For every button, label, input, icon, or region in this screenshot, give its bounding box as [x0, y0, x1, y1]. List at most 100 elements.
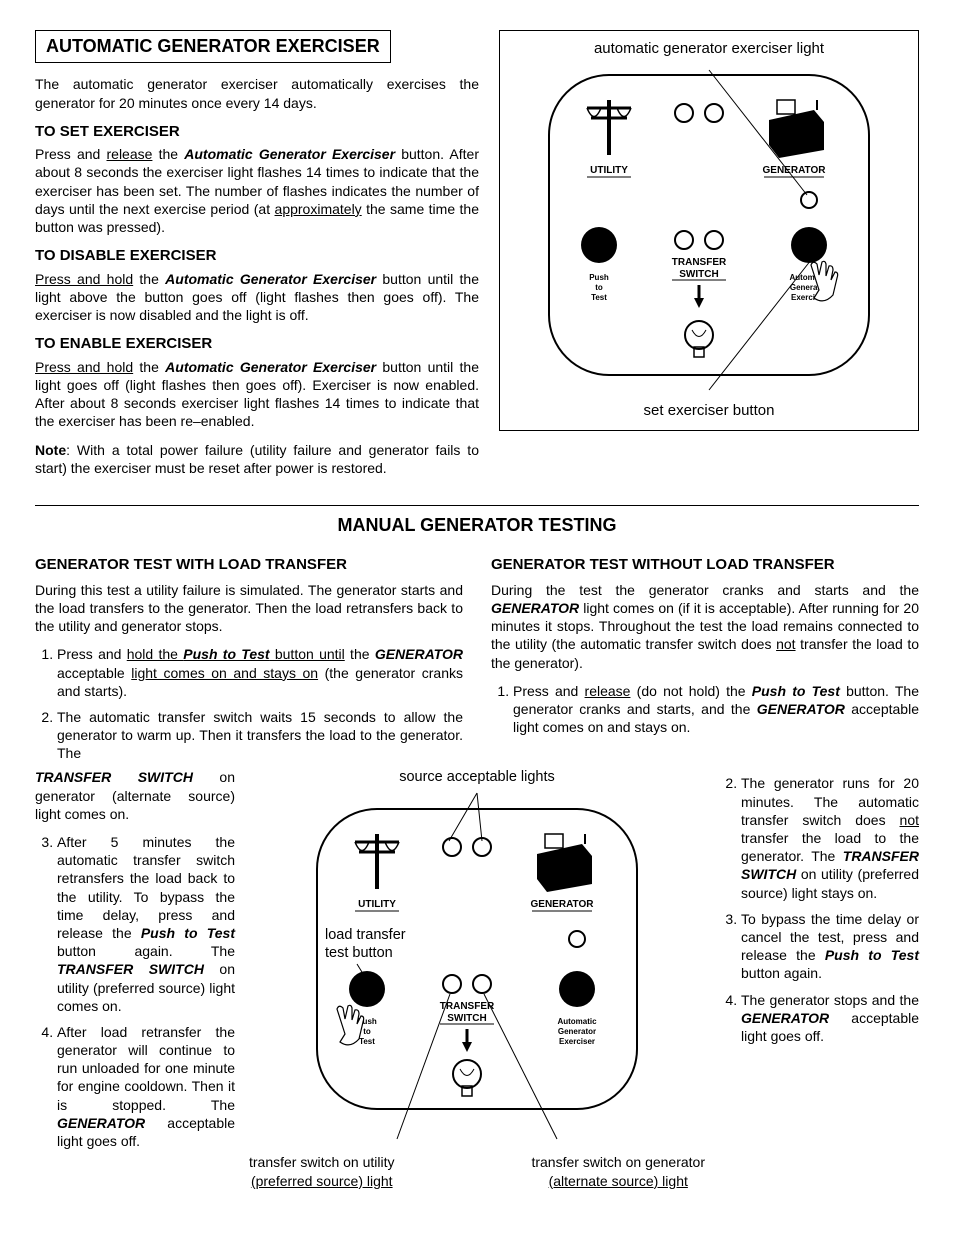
set-exerciser-body: Press and release the Automatic Generato… [35, 145, 479, 236]
left-li1: Press and hold the Push to Test button u… [57, 645, 463, 700]
t: hold the Push to Test button until [127, 646, 345, 662]
t: button again. The [57, 943, 235, 959]
t: Press and [57, 646, 127, 662]
section1-row: AUTOMATIC GENERATOR EXERCISER The automa… [35, 30, 919, 487]
left-head: GENERATOR TEST WITH LOAD TRANSFER [35, 555, 463, 575]
left-li2-cont: TRANSFER SWITCH on generator (alternate … [35, 768, 235, 823]
t: Press and hold [35, 359, 133, 375]
diagram1-bottom-label: set exerciser button [510, 401, 908, 421]
t: During the test the generator cranks and… [491, 582, 919, 598]
t: Automatic Generator Exerciser [165, 359, 376, 375]
left-li3: After 5 minutes the automatic transfer s… [57, 833, 235, 1015]
svg-text:Generator: Generator [558, 1027, 596, 1036]
t: not [900, 812, 919, 828]
svg-text:SWITCH: SWITCH [447, 1013, 486, 1024]
t: Push to Test [825, 947, 919, 963]
enable-head: TO ENABLE EXERCISER [35, 334, 479, 354]
t: Press and [513, 683, 585, 699]
t: GENERATOR [757, 701, 845, 717]
disable-head: TO DISABLE EXERCISER [35, 246, 479, 266]
callout-left-2: test button [325, 945, 393, 961]
t: hold the [127, 646, 184, 662]
svg-text:TRANSFER: TRANSFER [672, 257, 727, 268]
section1-diagram-col: automatic generator exerciser light [499, 30, 919, 487]
t: the [133, 271, 165, 287]
t: transfer switch on generator [531, 1154, 705, 1170]
right-li2: The generator runs for 20 minutes. The a… [741, 774, 919, 901]
t: The generator stops and the [741, 992, 919, 1008]
left-intro-p: During this test a utility failure is si… [35, 581, 463, 636]
t: approximately [275, 201, 362, 217]
panel-diagram-1: UTILITY GENERATOR TRANSFER SWITCH Push t [519, 65, 899, 395]
t: acceptable [57, 665, 131, 681]
t: the [133, 359, 165, 375]
t: Push to Test [752, 683, 840, 699]
svg-text:to: to [363, 1027, 371, 1036]
right-cont: The generator runs for 20 minutes. The a… [719, 768, 919, 1189]
svg-text:UTILITY: UTILITY [358, 899, 396, 910]
t: After load retransfer the generator will… [57, 1024, 235, 1113]
diagram1-top-label: automatic generator exerciser light [510, 39, 908, 59]
svg-text:Test: Test [591, 293, 607, 302]
section2: MANUAL GENERATOR TESTING GENERATOR TEST … [35, 505, 919, 1190]
right-intro: GENERATOR TEST WITHOUT LOAD TRANSFER Dur… [491, 549, 919, 768]
section2-title: MANUAL GENERATOR TESTING [35, 514, 919, 537]
section1-title: AUTOMATIC GENERATOR EXERCISER [35, 30, 391, 63]
left-list-top: Press and hold the Push to Test button u… [35, 645, 463, 762]
right-list-top: Press and release (do not hold) the Push… [491, 682, 919, 737]
t: release [107, 146, 153, 162]
t: (do not hold) the [630, 683, 751, 699]
t: : With a total power failure (utility fa… [35, 442, 479, 476]
t: transfer switch on utility [249, 1154, 395, 1170]
svg-text:GENERATOR: GENERATOR [531, 899, 595, 910]
svg-text:Exerciser: Exerciser [559, 1037, 595, 1046]
t: (alternate source) light [549, 1173, 688, 1189]
t: the [152, 146, 184, 162]
t: GENERATOR [375, 646, 463, 662]
t: GENERATOR [491, 600, 579, 616]
t: TRANSFER SWITCH [57, 961, 204, 977]
note-body: Note: With a total power failure (utilit… [35, 441, 479, 477]
callout-br: transfer switch on generator (alternate … [531, 1153, 705, 1189]
t: The generator runs for 20 minutes. The a… [741, 775, 919, 827]
right-li4: The generator stops and the GENERATOR ac… [741, 991, 919, 1046]
left-cont: TRANSFER SWITCH on generator (alternate … [35, 768, 235, 1189]
right-li3: To bypass the time delay or cancel the t… [741, 910, 919, 983]
diagram2-bottom-labels: transfer switch on utility (preferred so… [249, 1153, 705, 1189]
t: not [776, 636, 795, 652]
left-intro: GENERATOR TEST WITH LOAD TRANSFER During… [35, 549, 463, 768]
right-intro-p: During the test the generator cranks and… [491, 581, 919, 672]
t: button until [270, 646, 345, 662]
t: Press and hold [35, 271, 133, 287]
t: button again. [741, 965, 822, 981]
section1-text-col: AUTOMATIC GENERATOR EXERCISER The automa… [35, 30, 479, 487]
t: Note [35, 442, 66, 458]
t: light comes on and stays on [131, 665, 318, 681]
svg-text:TRANSFER: TRANSFER [440, 1001, 495, 1012]
t: (preferred source) light [251, 1173, 393, 1189]
callout-left-1: load transfer [325, 927, 406, 943]
svg-text:GENERATOR: GENERATOR [763, 165, 827, 176]
t: the [345, 646, 375, 662]
left-list-345: After 5 minutes the automatic transfer s… [35, 833, 235, 1150]
section2-intro-row: GENERATOR TEST WITH LOAD TRANSFER During… [35, 549, 919, 768]
svg-text:SWITCH: SWITCH [679, 269, 718, 280]
disable-body: Press and hold the Automatic Generator E… [35, 270, 479, 325]
panel-diagram-2: UTILITY GENERATOR load transfer test but… [277, 789, 677, 1149]
t: Press and [35, 146, 107, 162]
t: release [585, 683, 631, 699]
callout-bl: transfer switch on utility (preferred so… [249, 1153, 395, 1189]
t: Automatic Generator Exerciser [184, 146, 395, 162]
enable-body: Press and hold the Automatic Generator E… [35, 358, 479, 431]
right-head: GENERATOR TEST WITHOUT LOAD TRANSFER [491, 555, 919, 575]
svg-text:Test: Test [359, 1037, 375, 1046]
t: Push to Test [141, 925, 235, 941]
callout-top: source acceptable lights [399, 768, 555, 787]
t: GENERATOR [741, 1010, 829, 1026]
svg-text:to: to [595, 283, 603, 292]
svg-text:Automatic: Automatic [557, 1017, 597, 1026]
t: The automatic transfer switch waits 15 s… [57, 709, 463, 761]
svg-text:Push: Push [589, 273, 609, 282]
svg-text:UTILITY: UTILITY [590, 165, 628, 176]
section2-wrap-row: TRANSFER SWITCH on generator (alternate … [35, 768, 919, 1189]
